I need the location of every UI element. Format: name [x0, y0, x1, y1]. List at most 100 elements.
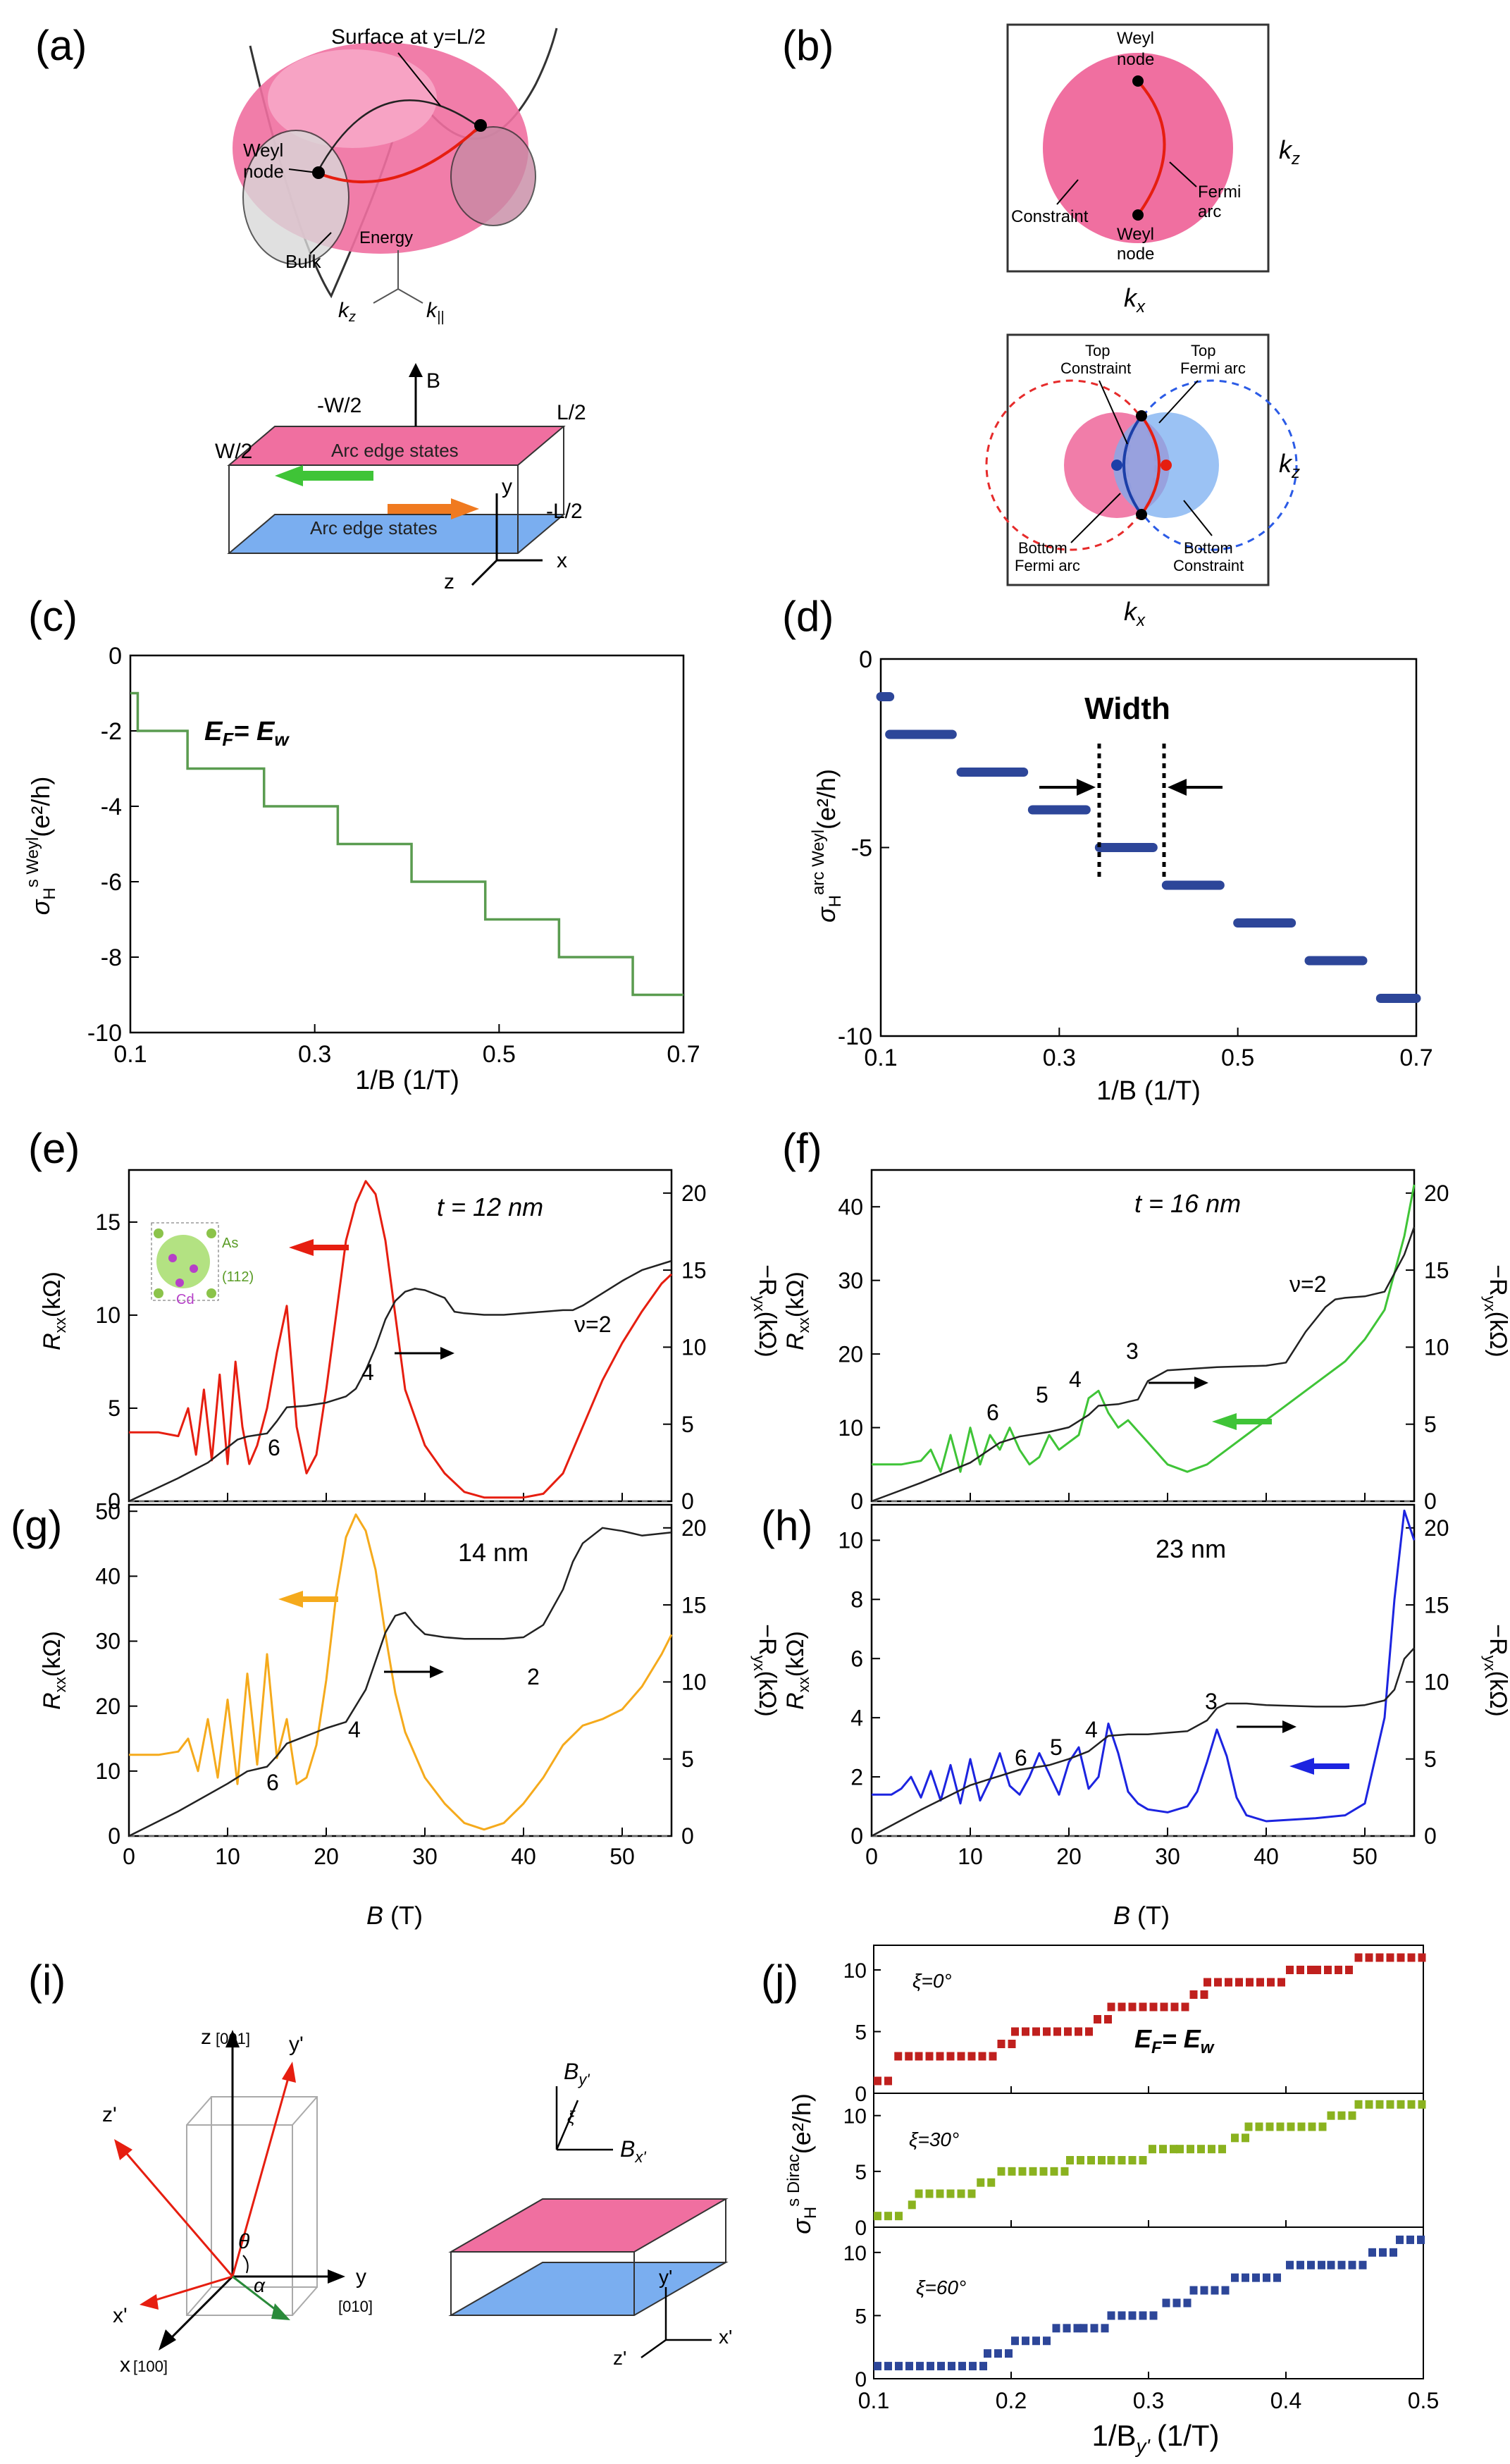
y2-tick-label: 5	[681, 1412, 694, 1437]
kz-axis-a	[373, 288, 399, 304]
x-tick-label: 0.3	[298, 1041, 331, 1068]
title-h: 23 nm	[1156, 1534, 1226, 1563]
step-marker	[1255, 2122, 1263, 2131]
blue-arrow-h-shaft	[1314, 1763, 1349, 1769]
x-tick-label: 30	[412, 1844, 438, 1869]
step-marker	[1407, 1953, 1416, 1962]
top-constraint-label: Constraint	[1060, 359, 1131, 377]
x-label-a: x	[557, 549, 567, 572]
x-tick-label: 0.7	[667, 1041, 700, 1068]
cone-right	[450, 126, 536, 226]
arc-upper	[316, 99, 480, 173]
weyl-b-top: Weyl	[1117, 29, 1154, 48]
step-marker	[937, 2362, 945, 2371]
step-marker	[925, 2189, 934, 2198]
step-marker	[1060, 2167, 1069, 2176]
bottom-constraint-label: Constraint	[1173, 557, 1244, 574]
step-marker	[1211, 2286, 1219, 2295]
z-label-i: z [001]	[201, 2026, 250, 2049]
series-e-ryx	[128, 1259, 672, 1503]
plateau-5-h: 5	[1050, 1735, 1063, 1760]
step-marker	[1231, 2133, 1239, 2143]
xlabel-j: 1/By' (1/T)	[1091, 2419, 1219, 2457]
top-fermi-label: Fermi arc	[1180, 359, 1246, 377]
axis-ticks-g: 0 10 20 30 40 50 0 10 20 30 40 50 0 5 10 15 20	[95, 1498, 706, 1869]
cell-front	[186, 2124, 293, 2316]
title-f: t = 16 nm	[1134, 1189, 1241, 1218]
xi-label: ξ	[567, 2108, 576, 2127]
top-fermi-arc	[1140, 414, 1161, 516]
xp-label: x'	[113, 2304, 128, 2327]
panel-j-label: (j)	[761, 1957, 798, 2004]
step-marker	[977, 2178, 985, 2187]
step-marker	[1104, 2015, 1112, 2023]
step-marker	[1397, 1953, 1405, 1962]
x-tick-label: 20	[1056, 1844, 1082, 1869]
plateau-3-f: 3	[1126, 1338, 1139, 1364]
step-marker	[957, 2189, 965, 2198]
step-marker	[908, 2200, 916, 2210]
step-marker	[1170, 2002, 1179, 2012]
step-marker	[1354, 2100, 1363, 2109]
step-marker	[895, 2362, 903, 2371]
y2-tick-label: 15	[681, 1592, 707, 1618]
step-marker	[1139, 2002, 1147, 2012]
kx-b: kx	[1124, 283, 1146, 316]
y-tick-label: 10	[838, 1528, 863, 1553]
y-tick-label: -8	[101, 944, 122, 971]
constraint-circle	[1043, 53, 1233, 243]
title-e: t = 12 nm	[437, 1193, 543, 1221]
weyl-b-bottom: Weyl	[1117, 225, 1154, 244]
y2-tick-label: 5	[681, 1747, 694, 1772]
weyl-pointer	[288, 168, 318, 173]
black-arrowhead-h	[1282, 1720, 1297, 1733]
step-marker	[1267, 1978, 1275, 1987]
step-marker	[1318, 2122, 1327, 2131]
cd-atom	[175, 1279, 184, 1287]
arc-b: arc	[1198, 202, 1221, 221]
y-tick-label: -6	[101, 869, 122, 896]
step-marker	[1297, 2122, 1306, 2131]
kz-b: kz	[1279, 135, 1300, 168]
step-marker	[1324, 1966, 1332, 1974]
step-marker	[1327, 2111, 1335, 2120]
x-arrowhead-i	[159, 2329, 176, 2351]
plateau-3-h: 3	[1205, 1689, 1218, 1714]
step-marker	[1208, 2145, 1215, 2154]
ylabel-d: σHarc Weyl(e²/h)	[809, 769, 845, 923]
b-vector	[555, 2100, 579, 2150]
step-marker	[997, 2040, 1005, 2048]
plot-frame-j3	[873, 2226, 1424, 2379]
yp-label: y'	[289, 2033, 304, 2056]
surface-blob-light	[268, 49, 437, 148]
series-g	[128, 1513, 673, 1837]
xlabel-h: B (T)	[1113, 1901, 1170, 1930]
y-tick-label: 10	[843, 2242, 867, 2265]
step-marker	[1052, 2324, 1060, 2333]
panel-g: (g) 0 10 20 30 40 50 0 10 20 30 40 50 0 5 10 15 20 14 nm…	[11, 1498, 781, 1930]
w2-label: W/2	[215, 440, 252, 463]
y2-tick-label: 20	[681, 1181, 707, 1206]
y2-tick-label: 15	[681, 1257, 707, 1283]
step-marker	[1307, 1966, 1315, 1974]
pointer	[1070, 493, 1121, 543]
black-arrowhead-f	[1194, 1376, 1208, 1389]
weyl-node-b2-bottom	[1136, 509, 1147, 520]
width-arrowhead-left	[1077, 779, 1096, 796]
step-marker	[1181, 2002, 1189, 2012]
step-marker	[1170, 2145, 1177, 2154]
node-b-bottom: node	[1117, 245, 1154, 264]
step-marker	[936, 2052, 944, 2061]
step-marker	[1396, 2235, 1404, 2244]
step-marker	[1029, 2167, 1037, 2176]
y-tick-label: 20	[95, 1694, 120, 1719]
y-tick-label: 5	[855, 2021, 867, 2045]
step-marker	[1200, 1990, 1208, 1999]
series-e-rxx	[129, 1180, 673, 1499]
step-marker	[1418, 2100, 1426, 2109]
step-marker	[1107, 2156, 1115, 2164]
weyl-node-b2-top	[1136, 410, 1147, 421]
step-marker	[1128, 2156, 1137, 2164]
step-marker	[894, 2052, 903, 2061]
